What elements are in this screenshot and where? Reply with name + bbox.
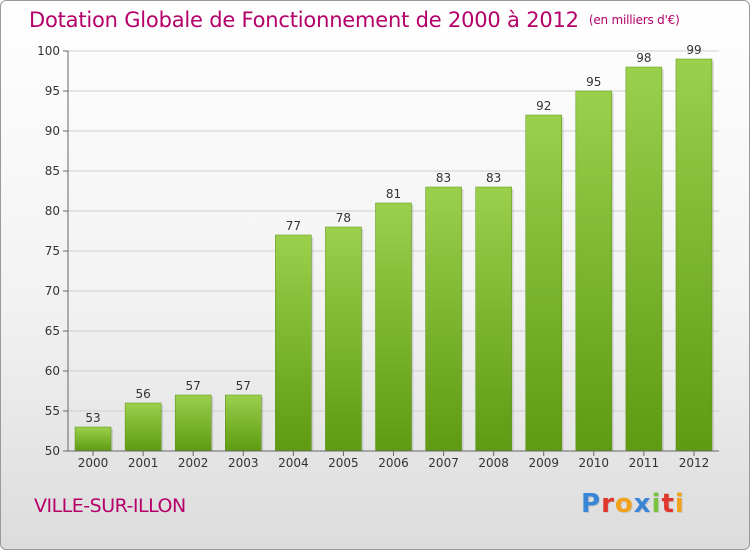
bar-2002 — [174, 394, 212, 452]
y-tick-label: 85 — [45, 164, 60, 178]
data-label: 56 — [135, 387, 150, 401]
data-label: 57 — [236, 379, 251, 393]
chart-title: Dotation Globale de Fonctionnement de 20… — [29, 8, 680, 32]
data-label: 83 — [436, 171, 451, 185]
data-label: 99 — [686, 43, 701, 57]
y-tick-label: 95 — [45, 84, 60, 98]
y-tick-label: 70 — [45, 284, 60, 298]
y-tick-label: 90 — [45, 124, 60, 138]
bar-2010 — [575, 90, 613, 452]
bar-2012 — [675, 58, 713, 452]
data-label: 81 — [386, 187, 401, 201]
x-tick-label: 2001 — [128, 456, 159, 470]
bar-2005 — [325, 226, 362, 452]
bar-2001 — [124, 402, 162, 452]
bar-2006 — [375, 202, 412, 452]
x-axis: 2000 2001 2002 2003 2004 2005 2006 2007 2008 2009… — [68, 450, 719, 470]
bar-2008 — [475, 186, 512, 452]
x-tick-label: 2006 — [378, 456, 409, 470]
y-tick-label: 65 — [45, 324, 60, 338]
logo-letter: o — [614, 489, 634, 519]
y-tick-label: 60 — [45, 364, 60, 378]
x-tick-label: 2011 — [629, 456, 660, 470]
logo-letter: t — [661, 489, 675, 519]
y-tick-label: 100 — [37, 44, 60, 58]
data-label: 78 — [336, 211, 351, 225]
x-tick-label: 2004 — [278, 456, 309, 470]
bars — [74, 58, 714, 452]
proxiti-logo[interactable]: Proxiti — [581, 489, 685, 519]
commune-name: VILLE-SUR-ILLON — [34, 495, 186, 517]
title-text: Dotation Globale de Fonctionnement de 20… — [29, 8, 579, 32]
x-tick-label: 2000 — [78, 456, 109, 470]
bar-2003 — [225, 394, 262, 452]
bar-2004 — [275, 234, 312, 452]
x-tick-label: 2002 — [178, 456, 209, 470]
chart-subtitle: (en milliers d'€) — [588, 13, 680, 27]
data-label: 95 — [586, 75, 601, 89]
y-tick-label: 50 — [45, 444, 60, 458]
x-tick-label: 2005 — [328, 456, 359, 470]
data-label: 83 — [486, 171, 501, 185]
data-label: 77 — [286, 219, 301, 233]
x-tick-label: 2007 — [428, 456, 459, 470]
y-tick-label: 80 — [45, 204, 60, 218]
x-tick-label: 2003 — [228, 456, 259, 470]
x-tick-label: 2009 — [528, 456, 559, 470]
data-labels: 53 56 57 57 77 78 81 83 83 92 95 98 99 — [85, 43, 701, 425]
x-tick-label: 2012 — [679, 456, 710, 470]
y-tick-label: 75 — [45, 244, 60, 258]
data-label: 53 — [85, 411, 100, 425]
data-label: 98 — [636, 51, 651, 65]
x-tick-label: 2010 — [579, 456, 610, 470]
logo-letter: i — [674, 489, 685, 519]
bar-2009 — [525, 114, 562, 452]
bar-2011 — [625, 66, 663, 452]
logo-letter: i — [651, 489, 662, 519]
logo-letter: P — [581, 489, 602, 519]
bar-2007 — [425, 186, 462, 452]
bar-2000 — [74, 426, 112, 452]
x-tick-label: 2008 — [478, 456, 509, 470]
y-tick-label: 55 — [45, 404, 60, 418]
data-label: 57 — [186, 379, 201, 393]
y-axis: 50 55 60 65 70 75 80 85 90 95 100 — [37, 44, 69, 458]
logo-letter: r — [601, 489, 615, 519]
logo-letter: x — [633, 489, 652, 519]
data-label: 92 — [536, 99, 551, 113]
